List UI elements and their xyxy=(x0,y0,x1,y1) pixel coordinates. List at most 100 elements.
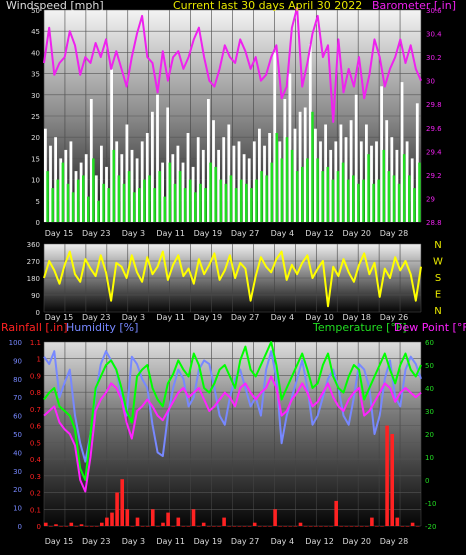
rainfall-bar xyxy=(365,526,369,527)
wind-gust-bar xyxy=(278,141,282,222)
x-tick-label: Day 12 xyxy=(305,229,334,238)
y-tick-label-temperature: 40 xyxy=(425,385,434,393)
wind-average-bar xyxy=(367,154,370,222)
x-tick-label: Day 23 xyxy=(82,229,111,238)
y-tick-label-humidity: 90 xyxy=(13,357,22,365)
wind-gust-bar xyxy=(54,137,57,222)
wind-gust-bar xyxy=(151,111,154,222)
y-tick-label-barometer: 29 xyxy=(426,195,435,203)
wind-gust-bar xyxy=(395,149,399,222)
wind-gust-bar xyxy=(324,124,327,222)
wind-average-bar xyxy=(194,192,197,222)
wind-average-bar xyxy=(188,179,192,222)
x-tick-label: Day 27 xyxy=(231,313,260,322)
rainfall-bar xyxy=(359,526,364,527)
rainfall-bar xyxy=(100,522,104,526)
rainfall-bar xyxy=(273,509,277,526)
rainfall-bar xyxy=(110,512,114,526)
y-tick-label-barometer: 29.8 xyxy=(426,101,442,109)
wind-average-bar xyxy=(392,175,396,222)
x-tick-label: Day 11 xyxy=(156,229,185,238)
wind-gust-bar xyxy=(263,145,266,222)
wind-average-bar xyxy=(138,188,141,222)
y-tick-label-wind: 30 xyxy=(31,92,40,100)
wind-average-bar xyxy=(51,188,54,222)
rainfall-bar xyxy=(375,526,379,527)
wind-gust-bar xyxy=(120,154,124,222)
rainfall-bar xyxy=(217,526,221,527)
wind-average-bar xyxy=(301,166,304,222)
wind-average-bar xyxy=(163,196,166,222)
rainfall-bar xyxy=(380,526,384,527)
wind-average-bar xyxy=(183,188,187,222)
wind-gust-bar xyxy=(64,149,68,222)
wind-average-bar xyxy=(61,162,65,222)
wind-gust-bar xyxy=(140,141,144,222)
rainfall-bar xyxy=(186,526,191,527)
rainfall-bar xyxy=(288,526,293,527)
wind-average-bar xyxy=(275,133,278,222)
current-period-title: Current last 30 days April 30 2022 xyxy=(173,0,362,12)
temperature-line xyxy=(43,341,422,481)
y-tick-label-direction: 360 xyxy=(27,241,40,249)
wind-average-bar xyxy=(219,179,222,222)
wind-average-bar xyxy=(255,179,258,222)
wind-gust-bar xyxy=(125,124,129,222)
wind-average-bar xyxy=(372,183,375,222)
rainfall-bar xyxy=(232,526,237,527)
wind-gust-bar xyxy=(44,128,47,222)
y-tick-label-temperature: 20 xyxy=(425,431,434,439)
rainfall-bar xyxy=(349,526,354,527)
wind-average-bar xyxy=(97,200,100,222)
rainfall-bar xyxy=(166,512,170,526)
rainfall-bar xyxy=(191,509,196,526)
rainfall-bar xyxy=(201,522,206,526)
wind-gust-bar xyxy=(49,145,52,222)
wind-gust-bar xyxy=(176,145,180,222)
wind-gust-bar xyxy=(212,120,215,222)
x-tick-label: Day 4 xyxy=(271,313,294,322)
y-tick-label-temperature: -10 xyxy=(425,500,436,508)
wind-average-bar xyxy=(377,179,380,222)
rainfall-bar xyxy=(405,526,410,527)
wind-gust-bar xyxy=(84,154,88,222)
rainfall-bar xyxy=(242,526,247,527)
x-tick-label: Day 15 xyxy=(45,313,74,322)
windspeed-title: Windspeed [mph] xyxy=(6,0,104,12)
wind-average-bar xyxy=(341,162,345,222)
rainfall-bar xyxy=(319,526,323,527)
rainfall-bar xyxy=(354,526,359,527)
humidity-title: Humidity [%] xyxy=(66,321,138,334)
y-tick-label-barometer: 30.6 xyxy=(426,7,442,15)
wind-gust-bar xyxy=(105,166,108,222)
rainfall-bar xyxy=(344,526,349,527)
y-tick-label-rain: 1.1 xyxy=(30,339,41,347)
x-tick-label: Day 15 xyxy=(45,537,74,546)
wind-average-bar xyxy=(326,166,329,222)
rainfall-bar xyxy=(324,526,328,527)
dewpoint-title: Dew Point [°F] xyxy=(394,321,466,334)
x-tick-label: Day 19 xyxy=(194,313,223,322)
rainfall-bar xyxy=(395,517,400,526)
y-tick-label-rain: 0.6 xyxy=(30,423,42,431)
wind-gust-bar xyxy=(339,124,343,222)
x-tick-label: Day 15 xyxy=(45,229,74,238)
y-tick-label-direction: 180 xyxy=(27,275,40,283)
wind-gust-bar xyxy=(405,141,409,222)
rainfall-bar xyxy=(207,526,211,527)
rainfall-bar xyxy=(135,517,140,526)
wind-average-bar xyxy=(260,171,263,222)
wind-average-bar xyxy=(311,111,314,222)
wind-gust-bar xyxy=(303,107,307,222)
wind-gust-bar xyxy=(242,154,246,222)
wind-average-bar xyxy=(168,162,172,222)
rainfall-bar xyxy=(370,517,374,526)
rainfall-bar xyxy=(59,526,63,527)
wind-gust-bar xyxy=(79,162,83,222)
wind-gust-bar xyxy=(385,120,389,222)
temperature-title: Temperature [°F] xyxy=(312,321,407,334)
wind-average-bar xyxy=(102,183,105,222)
wind-average-bar xyxy=(331,179,335,222)
rainfall-bar xyxy=(171,526,175,527)
